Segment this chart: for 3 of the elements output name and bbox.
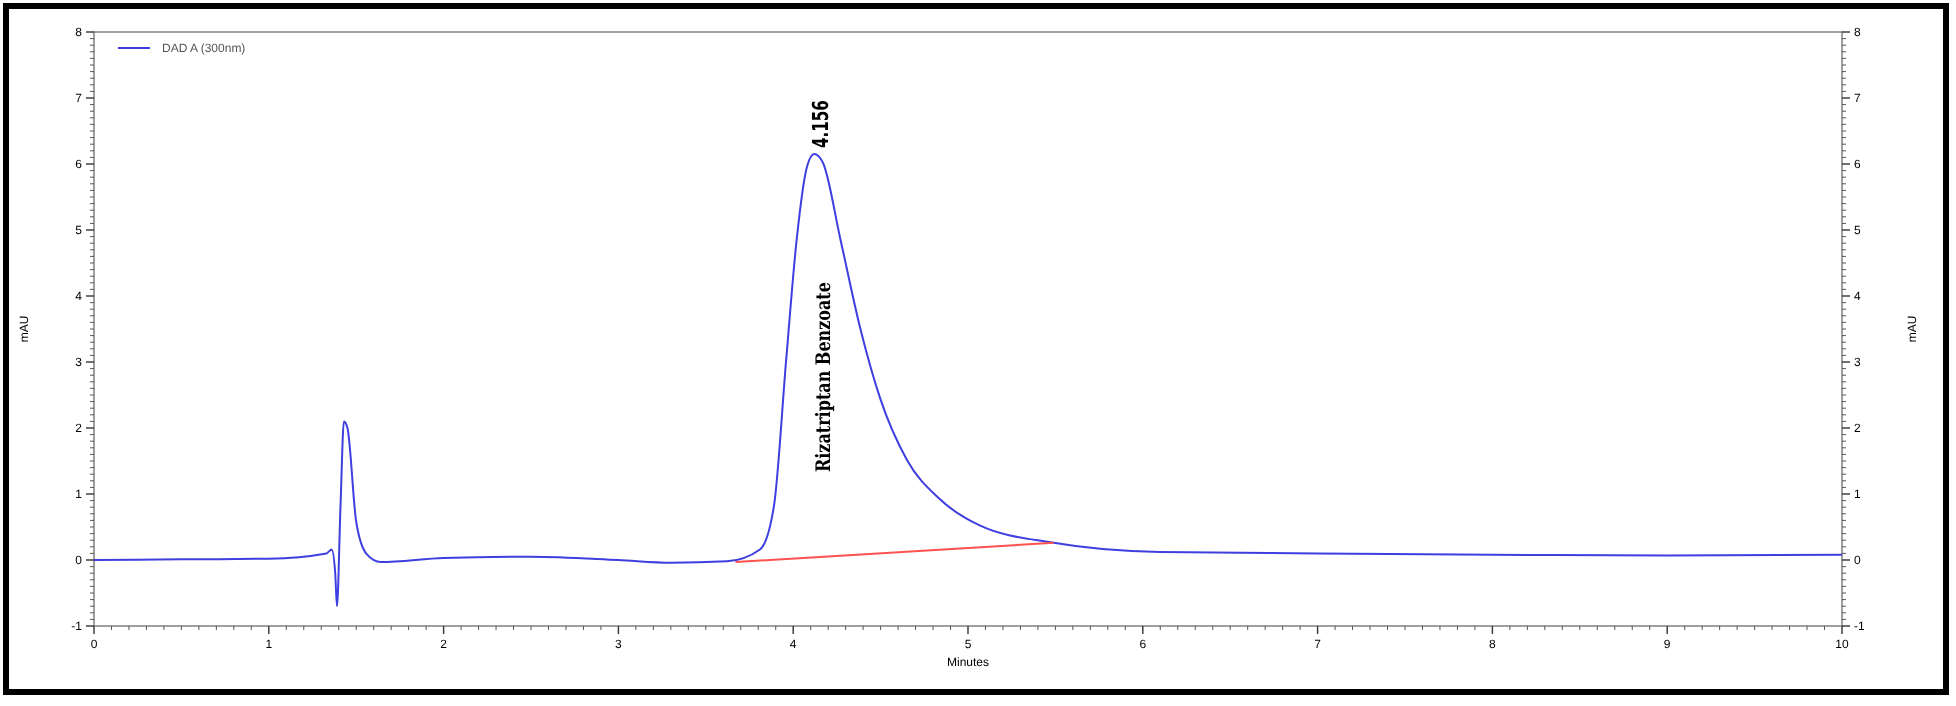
- annotation: Rizatriptan Benzoate: [814, 234, 837, 473]
- line-series: [93, 153, 1843, 608]
- annotation: 4.156: [808, 85, 835, 149]
